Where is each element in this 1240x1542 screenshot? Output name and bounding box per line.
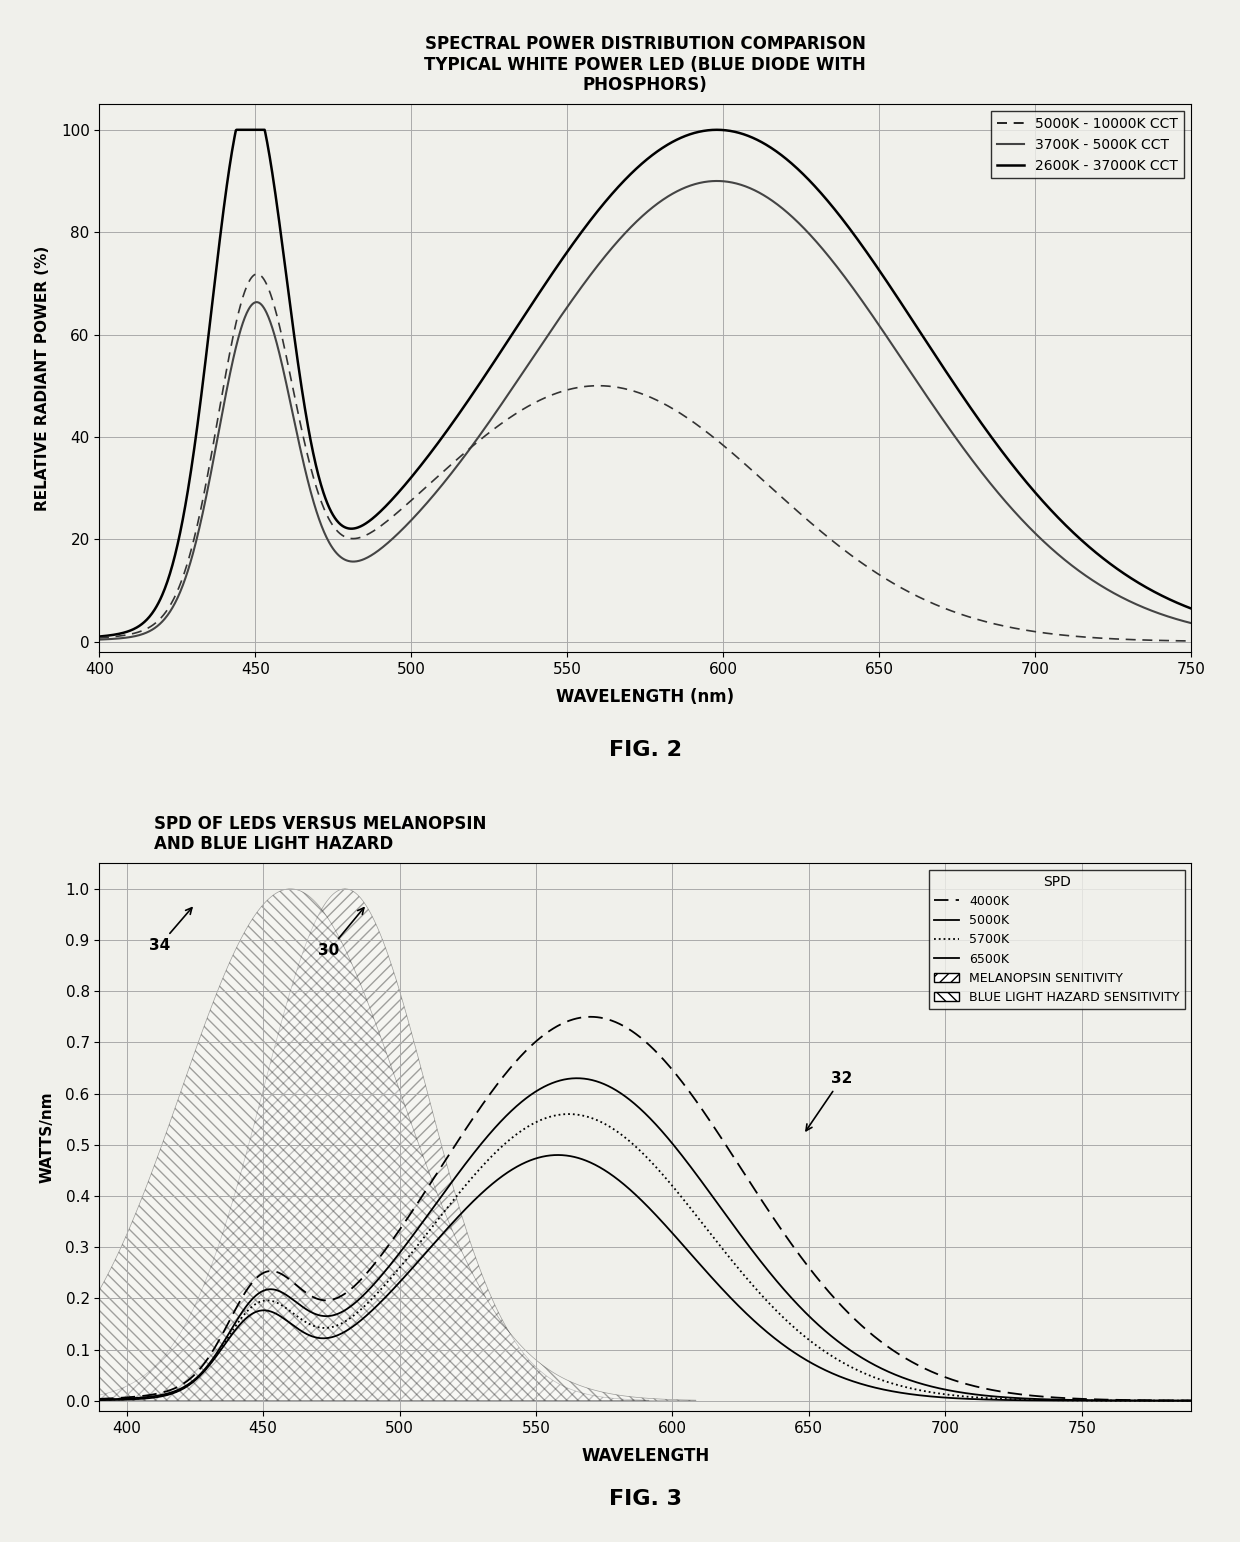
- 4000K: [123, 1388, 138, 1406]
- 5700K: [593, 1112, 608, 1130]
- 3700K - 5000K CCT: [709, 171, 724, 190]
- Line: 5000K: 5000K: [72, 1078, 1218, 1400]
- Text: 34: 34: [149, 908, 192, 953]
- Legend: 4000K, 5000K, 5700K, 6500K, MELANOPSIN SENITIVITY, BLUE LIGHT HAZARD SENSITIVITY: 4000K, 5000K, 5700K, 6500K, MELANOPSIN S…: [929, 870, 1184, 1008]
- 6500K: [593, 1158, 608, 1177]
- Y-axis label: RELATIVE RADIANT POWER (%): RELATIVE RADIANT POWER (%): [35, 245, 50, 510]
- 4000K: [622, 1021, 637, 1039]
- 5700K: [1178, 1391, 1193, 1409]
- Text: 30: 30: [317, 908, 363, 959]
- 5000K: [1210, 1391, 1225, 1409]
- X-axis label: WAVELENGTH (nm): WAVELENGTH (nm): [556, 688, 734, 706]
- 5700K: [967, 1388, 982, 1406]
- 4000K: [593, 1008, 608, 1027]
- 5700K: [1210, 1391, 1225, 1409]
- 4000K: [967, 1377, 982, 1396]
- 5000K - 10000K CCT: [650, 390, 665, 409]
- 5000K: [622, 1090, 637, 1109]
- 6500K: [64, 1391, 79, 1409]
- 5700K: [622, 1132, 637, 1150]
- 2600K - 37000K CCT: [650, 143, 665, 162]
- 5700K: [1178, 1391, 1193, 1409]
- Line: 3700K - 5000K CCT: 3700K - 5000K CCT: [68, 180, 1240, 640]
- 5000K: [123, 1389, 138, 1408]
- 5000K: [967, 1385, 982, 1403]
- Legend: 5000K - 10000K CCT, 3700K - 5000K CCT, 2600K - 37000K CCT: 5000K - 10000K CCT, 3700K - 5000K CCT, 2…: [991, 111, 1184, 179]
- 5000K - 10000K CCT: [126, 625, 141, 643]
- 5000K: [1178, 1391, 1193, 1409]
- 5000K - 10000K CCT: [1068, 628, 1083, 646]
- Title: SPECTRAL POWER DISTRIBUTION COMPARISON
TYPICAL WHITE POWER LED (BLUE DIODE WITH
: SPECTRAL POWER DISTRIBUTION COMPARISON T…: [424, 35, 866, 94]
- Line: 4000K: 4000K: [72, 1016, 1218, 1400]
- 6500K: [1210, 1391, 1225, 1409]
- 5000K - 10000K CCT: [249, 265, 264, 284]
- 2600K - 37000K CCT: [126, 620, 141, 638]
- 3700K - 5000K CCT: [126, 628, 141, 646]
- Text: FIG. 3: FIG. 3: [609, 1488, 682, 1508]
- 5000K: [64, 1391, 79, 1409]
- 3700K - 5000K CCT: [1068, 560, 1083, 578]
- 5700K: [123, 1389, 138, 1408]
- 2600K - 37000K CCT: [1068, 526, 1083, 544]
- Line: 5700K: 5700K: [72, 1113, 1218, 1400]
- 2600K - 37000K CCT: [61, 629, 76, 648]
- 3700K - 5000K CCT: [61, 631, 76, 649]
- 6500K: [967, 1389, 982, 1408]
- 2600K - 37000K CCT: [683, 125, 698, 143]
- Text: 32: 32: [806, 1072, 852, 1130]
- 6500K: [1178, 1391, 1193, 1409]
- 5000K: [593, 1073, 608, 1092]
- 2600K - 37000K CCT: [229, 120, 244, 139]
- 4000K: [1210, 1391, 1225, 1409]
- 5700K: [562, 1104, 577, 1123]
- 5000K - 10000K CCT: [61, 631, 76, 649]
- 5700K: [64, 1391, 79, 1409]
- 6500K: [551, 1146, 565, 1164]
- Text: SPD OF LEDS VERSUS MELANOPSIN
AND BLUE LIGHT HAZARD: SPD OF LEDS VERSUS MELANOPSIN AND BLUE L…: [154, 814, 486, 853]
- Line: 6500K: 6500K: [72, 1155, 1218, 1400]
- 4000K: [1178, 1391, 1193, 1409]
- Line: 2600K - 37000K CCT: 2600K - 37000K CCT: [68, 130, 1240, 638]
- 6500K: [622, 1180, 637, 1198]
- 5000K - 10000K CCT: [683, 410, 698, 429]
- 4000K: [1178, 1391, 1193, 1409]
- 6500K: [1178, 1391, 1193, 1409]
- X-axis label: WAVELENGTH: WAVELENGTH: [582, 1446, 709, 1465]
- 4000K: [583, 1007, 598, 1025]
- Line: 5000K - 10000K CCT: 5000K - 10000K CCT: [68, 274, 1240, 641]
- Text: FIG. 2: FIG. 2: [609, 740, 682, 760]
- 6500K: [123, 1391, 138, 1409]
- 3700K - 5000K CCT: [649, 196, 663, 214]
- 5000K: [1178, 1391, 1193, 1409]
- Y-axis label: WATTS/nm: WATTS/nm: [40, 1092, 55, 1183]
- 3700K - 5000K CCT: [682, 176, 697, 194]
- 5000K: [569, 1069, 584, 1087]
- 4000K: [64, 1391, 79, 1409]
